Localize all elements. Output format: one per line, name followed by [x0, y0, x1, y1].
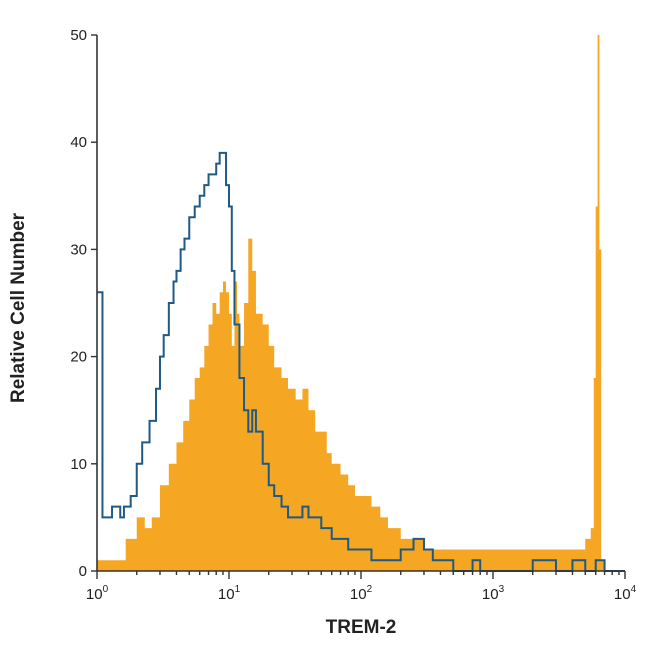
y-tick-label: 50: [70, 27, 87, 44]
y-tick-label: 30: [70, 241, 87, 258]
y-ticks: 0 10 20 30 40 50: [70, 27, 97, 580]
y-tick-label: 20: [70, 349, 87, 366]
x-tick-label: 101: [218, 584, 241, 603]
y-tick-label: 40: [70, 134, 87, 151]
y-tick-label: 10: [70, 456, 87, 473]
y-axis-title: Relative Cell Number: [8, 212, 29, 403]
x-tick-label: 102: [350, 584, 373, 603]
x-tick-label: 100: [86, 584, 109, 603]
outline-histogram-series: [97, 151, 625, 572]
x-tick-label: 104: [614, 584, 637, 603]
filled-histogram-series: [97, 35, 625, 571]
plot-series: [97, 35, 625, 572]
x-tick-label: 103: [482, 584, 505, 603]
x-axis-title: TREM-2: [326, 617, 397, 638]
y-tick-label: 0: [79, 563, 87, 580]
x-ticks: 100 101 102 103 104: [86, 571, 637, 603]
